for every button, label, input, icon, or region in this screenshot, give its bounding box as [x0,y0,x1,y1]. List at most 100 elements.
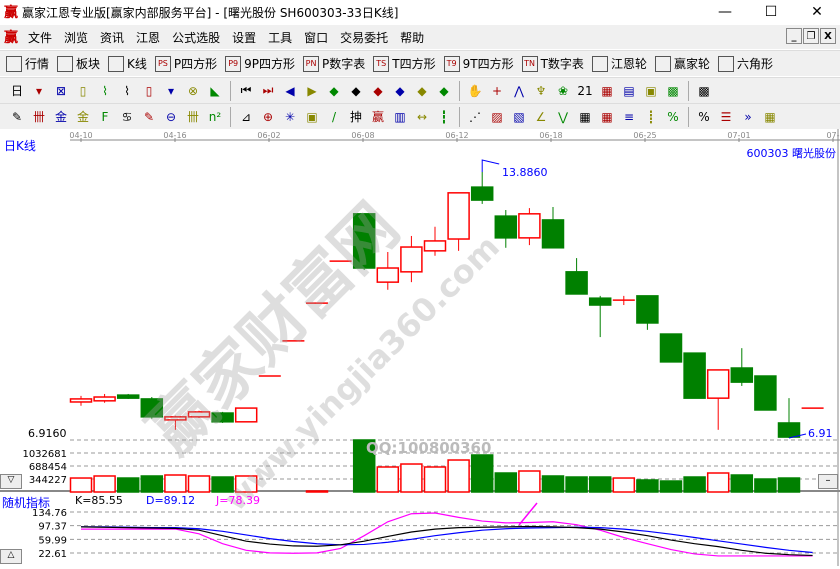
toolbar2-tool-icon[interactable]: ◆ [373,83,383,98]
toolbar3-tool-icon[interactable]: % [667,109,679,124]
menu-8[interactable]: 交易委托 [340,30,389,45]
menu-0[interactable]: 文件 [28,30,53,45]
mdi-restore-button[interactable]: ❐ [803,28,819,44]
toolbar3-tool-icon[interactable]: ⋰ [469,109,481,124]
toolbar2-tool-icon[interactable]: ⏮ [240,83,252,97]
toolbar3-tool-icon[interactable]: ∠ [535,109,547,124]
toolbar2-tool-icon[interactable]: ▾ [35,83,43,98]
toolbar2-tool-icon[interactable]: 21 [577,83,593,98]
menu-7[interactable]: 窗口 [304,30,329,45]
toolbar2-tool-icon[interactable]: ◀ [285,83,295,98]
menu-2[interactable]: 资讯 [100,30,125,45]
toolbar-label: P数字表 [322,57,366,71]
p9-icon: P9 [225,55,242,72]
toolbar3-tool-icon[interactable]: 卌 [186,110,199,124]
toolbar2-tool-icon[interactable]: + [491,83,503,98]
menu-5[interactable]: 设置 [232,30,257,45]
toolbar2-tool-icon[interactable]: ❀ [557,83,569,98]
minimize-button[interactable]: — [718,4,732,20]
toolbar3-tool-icon[interactable]: ▥ [394,109,406,124]
toolbar2-tool-icon[interactable]: ✋ [467,83,483,98]
toolbar3-tool-icon[interactable]: ↔ [416,109,428,124]
toolbar3-tool-icon[interactable]: ┋ [647,109,655,124]
kline-chart-panel[interactable]: 04-10 04-16 06-02 06-08 06-12 06-18 06-25 07-01… [0,129,840,566]
menu-9[interactable]: 帮助 [400,30,425,45]
toolbar3-tool-icon[interactable]: ⊕ [262,109,274,124]
toolbar3-tool-icon[interactable]: ⋁ [558,109,568,124]
toolbar-button-3[interactable]: PS P四方形 [154,55,217,72]
toolbar2-tool-icon[interactable]: ◣ [210,83,220,98]
toolbar-button-6[interactable]: TS T四方形 [373,55,436,72]
toolbar2-tool-icon[interactable]: ⊠ [55,83,67,98]
toolbar-button-11[interactable]: 六角形 [717,55,773,72]
toolbar2-tool-icon[interactable]: ▶ [307,83,317,98]
mdi-minimize-button[interactable]: _ [786,28,802,44]
toolbar2-tool-icon[interactable]: ◆ [351,83,361,98]
toolbar2-tool-icon[interactable]: ◆ [329,83,339,98]
toolbar2-tool-icon[interactable]: ⊗ [187,83,199,98]
toolbar2-tool-icon[interactable]: 日 [10,84,23,98]
menu-3[interactable]: 江恩 [136,30,161,45]
toolbar-button-5[interactable]: PN P数字表 [303,55,365,72]
toolbar-button-4[interactable]: P9 9P四方形 [225,55,295,72]
toolbar3-tool-icon[interactable]: 赢 [371,110,384,124]
menu-1[interactable]: 浏览 [64,30,89,45]
toolbar3-tool-icon[interactable]: ▦ [601,109,613,124]
close-button[interactable]: ✕ [811,4,823,20]
toolbar3-tool-icon[interactable]: ▣ [306,109,318,124]
toolbar2-tool-icon[interactable]: ▾ [167,83,175,98]
toolbar2-tool-icon[interactable]: ▯ [145,83,153,98]
toolbar-button-10[interactable]: 赢家轮 [654,55,710,72]
toolbar3-tool-icon[interactable]: 抻 [349,110,362,124]
toolbar3-tool-icon[interactable]: ✳ [284,109,296,124]
toolbar2-tool-icon[interactable]: ⏭ [262,83,274,97]
toolbar3-tool-icon[interactable]: ▨ [491,109,503,124]
scroll-button[interactable]: – [818,474,838,489]
toolbar2-tool-icon[interactable]: ⋀ [514,83,524,98]
toolbar2-tool-icon[interactable]: ▦ [601,83,613,98]
collapse-volume-button[interactable]: ▽ [0,474,22,489]
toolbar2-tool-icon[interactable]: ◆ [395,83,405,98]
toolbar3-tool-icon[interactable]: » [744,109,752,124]
toolbar3-tool-icon[interactable]: 金 [76,110,89,124]
toolbar3-tool-icon[interactable]: ☰ [720,109,732,124]
toolbar3-tool-icon[interactable]: / [331,109,337,124]
toolbar2-tool-icon[interactable]: ▩ [667,83,679,98]
toolbar3-tool-icon[interactable]: ▦ [579,109,591,124]
toolbar2-tool-icon[interactable]: ▤ [623,83,635,98]
toolbar3-tool-icon[interactable]: ✎ [11,109,23,124]
toolbar2-tool-icon[interactable]: ⌇ [124,83,130,98]
toolbar2-tool-icon[interactable]: ◆ [417,83,427,98]
toolbar3-tool-icon[interactable]: ▦ [764,109,776,124]
toolbar3-tool-icon[interactable]: F [101,109,109,124]
toolbar-button-0[interactable]: 行情 [6,55,49,72]
toolbar3-tool-icon[interactable]: 金 [54,110,67,124]
maximize-button[interactable]: ☐ [764,4,778,20]
toolbar2-tool-icon[interactable]: ⌇ [102,83,108,98]
toolbar-button-2[interactable]: K线 [108,55,147,72]
toolbar3-tool-icon[interactable]: 卌 [32,110,45,124]
toolbar3-tool-icon[interactable]: ♋ [121,109,133,124]
toolbar3-tool-icon[interactable]: ⊿ [240,109,252,124]
toolbar3-tool-icon[interactable]: ┇ [440,109,448,124]
toolbar2-tool-icon[interactable]: ▩ [698,83,710,98]
toolbar-button-8[interactable]: TN T数字表 [521,55,584,72]
mdi-close-button[interactable]: X [820,28,836,44]
toolbar3-tool-icon[interactable]: ▧ [513,109,525,124]
collapse-indicator-button[interactable]: △ [0,549,22,564]
menu-6[interactable]: 工具 [268,30,293,45]
toolbar3-tool-icon[interactable]: n² [208,109,222,124]
kline-chart[interactable]: 04-10 04-16 06-02 06-08 06-12 06-18 06-25 07-01… [0,129,840,566]
toolbar2-tool-icon[interactable]: ▯ [79,83,87,98]
toolbar2-tool-icon[interactable]: ♆ [535,83,547,98]
toolbar-button-9[interactable]: 江恩轮 [591,55,647,72]
toolbar3-tool-icon[interactable]: ✎ [143,109,155,124]
menu-4[interactable]: 公式选股 [172,30,221,45]
toolbar3-tool-icon[interactable]: ≡ [623,109,635,124]
toolbar-button-1[interactable]: 板块 [57,55,100,72]
toolbar2-tool-icon[interactable]: ▣ [645,83,657,98]
toolbar2-tool-icon[interactable]: ◆ [439,83,449,98]
toolbar3-tool-icon[interactable]: % [698,109,710,124]
toolbar-button-7[interactable]: T9 9T四方形 [443,55,514,72]
toolbar3-tool-icon[interactable]: ⊖ [165,109,177,124]
